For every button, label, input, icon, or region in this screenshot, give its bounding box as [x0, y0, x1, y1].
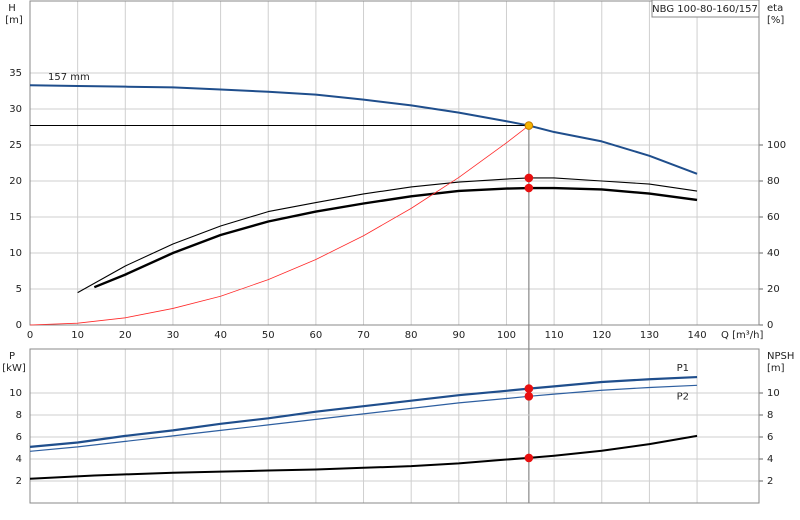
y2-tick-label: 20 [767, 284, 780, 295]
duty-point [524, 453, 534, 463]
y2-tick-label: 10 [767, 388, 780, 399]
series-label: P1 [677, 363, 689, 374]
y2-axis-label: eta [767, 3, 783, 14]
series-line [29, 434, 698, 480]
y2-axis-label: NPSH [767, 351, 794, 362]
y-tick-label: 15 [9, 212, 22, 223]
series-line [29, 84, 698, 175]
x-tick-label: 60 [310, 330, 323, 341]
y-tick-label: 6 [16, 432, 22, 443]
y-tick-label: 5 [16, 284, 22, 295]
y2-tick-label: 4 [767, 454, 773, 465]
duty-point [524, 384, 534, 393]
chart-title: NBG 100-80-160/157 [652, 4, 758, 15]
x-tick-label: 50 [262, 330, 275, 341]
plot-frame [29, 348, 760, 504]
y-tick-label: 10 [9, 388, 22, 399]
y2-axis-unit: [m] [767, 363, 785, 374]
plot-frame [29, 0, 760, 326]
series-line [29, 125, 530, 326]
duty-point [524, 121, 534, 130]
y2-tick-label: 100 [767, 140, 786, 151]
y2-tick-label: 8 [767, 410, 773, 421]
series-line [93, 186, 698, 289]
x-tick-label: 90 [452, 330, 465, 341]
x-tick-label: 140 [688, 330, 707, 341]
x-tick-label: 110 [545, 330, 564, 341]
x-tick-label: 130 [640, 330, 659, 341]
x-tick-label: 100 [497, 330, 516, 341]
title-box [651, 0, 760, 18]
x-tick-label: 120 [592, 330, 611, 341]
x-tick-label: 0 [27, 330, 33, 341]
y-tick-label: 0 [16, 320, 22, 331]
y2-axis-unit: [%] [767, 15, 784, 26]
x-tick-label: 10 [71, 330, 84, 341]
y-axis-label: P [9, 351, 15, 362]
series-label: P2 [677, 391, 689, 402]
y-axis-label: H [8, 3, 16, 14]
y2-tick-label: 2 [767, 476, 773, 487]
y2-tick-label: 80 [767, 176, 780, 187]
series-label: 157 mm [48, 72, 90, 83]
y-tick-label: 8 [16, 410, 22, 421]
x-tick-label: 70 [357, 330, 370, 341]
y2-tick-label: 60 [767, 212, 780, 223]
duty-point [524, 392, 534, 401]
y-tick-label: 35 [9, 68, 22, 79]
x-axis-label: Q [m³/h] [721, 330, 763, 341]
y-tick-label: 30 [9, 104, 22, 115]
x-tick-label: 30 [167, 330, 180, 341]
series-line [77, 177, 698, 294]
y-tick-label: 4 [16, 454, 22, 465]
x-tick-label: 40 [214, 330, 227, 341]
y2-tick-label: 6 [767, 432, 773, 443]
y-tick-label: 10 [9, 248, 22, 259]
y-tick-label: 20 [9, 176, 22, 187]
y2-tick-label: 40 [767, 248, 780, 259]
y-axis-unit: [m] [5, 15, 23, 26]
x-tick-label: 80 [405, 330, 418, 341]
duty-point [524, 183, 534, 193]
y-tick-label: 25 [9, 140, 22, 151]
series-line [29, 384, 698, 452]
duty-point [524, 173, 534, 183]
x-tick-label: 20 [119, 330, 132, 341]
y-axis-unit: [kW] [2, 363, 26, 374]
y2-tick-label: 0 [767, 320, 773, 331]
y-tick-label: 2 [16, 476, 22, 487]
series-line [29, 375, 698, 448]
